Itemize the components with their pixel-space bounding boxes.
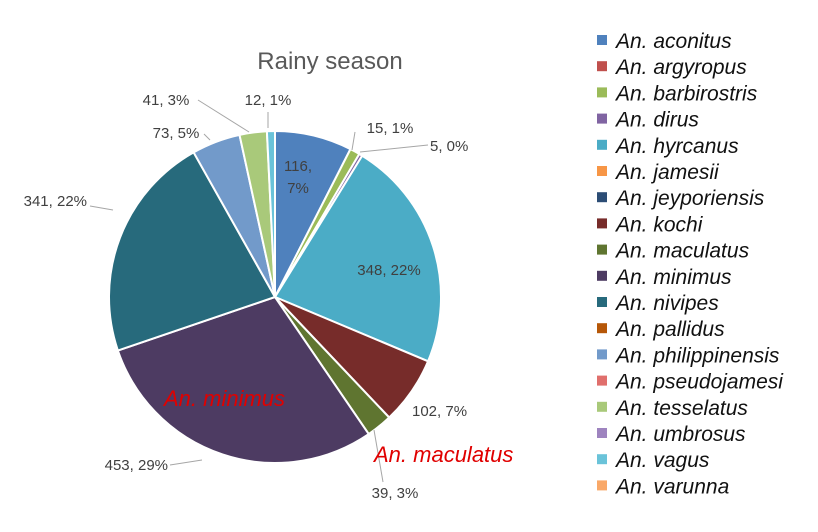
slice-an-vagus [265,129,276,298]
legend-label-an-argyropus: An. argyropus [614,56,747,79]
annotation-an-maculatus: An. maculatus [372,442,513,467]
legend-label-an-tesselatus: An. tesselatus [614,397,748,420]
data-label-an-maculatus: 39, 3% [372,485,419,502]
legend-label-an-nivipes: An. nivipes [614,292,719,315]
data-label-an-aconitus-value: 116, [284,158,312,175]
leader-line-an-dirus [359,144,429,153]
leader-line-an-minimus [169,459,203,466]
data-label-an-hyrcanus: 348, 22% [357,262,420,279]
leader-line-an-barbirostris [351,131,356,151]
data-label-an-barbirostris: 15, 1% [367,120,414,137]
leader-line-an-maculatus [373,429,384,483]
legend-label-an-pallidus: An. pallidus [614,318,725,341]
pie-slices [108,129,442,464]
legend-swatch-an-aconitus [597,35,607,45]
legend-label-an-maculatus: An. maculatus [614,240,750,263]
slice-an-hyrcanus [273,154,442,363]
leader-line-an-nivipes [89,205,114,211]
annotation-an-minimus: An. minimus [162,386,285,411]
chart-title: Rainy season [257,48,402,75]
legend-label-an-minimus: An. minimus [614,266,732,289]
legend-swatch-an-pseudojamesi [597,375,607,386]
leader-line-an-philippinensis [203,133,211,141]
data-label-an-philippinensis: 73, 5% [153,125,200,142]
legend-swatch-an-barbirostris [597,87,607,98]
legend-label-an-vagus: An. vagus [614,449,710,472]
leader-line-an-tesselatus [197,99,250,133]
slice-an-minimus [116,295,371,464]
legend-swatch-an-hyrcanus [597,139,607,150]
legend-swatch-an-umbrosus [597,428,607,438]
legend-swatch-an-dirus [597,113,607,124]
legend-swatch-an-tesselatus [597,401,607,412]
legend-swatch-an-maculatus [597,244,607,255]
legend-swatch-an-varunna [597,480,607,491]
legend-label-an-jeyporiensis: An. jeyporiensis [614,187,765,210]
legend-swatch-an-nivipes [597,297,607,307]
data-labels: 116, 7% 15, 1% 5, 0% 348, 22% 102, 7% 39, 3% 45… [24,92,469,502]
legend-label-an-kochi: An. kochi [614,213,704,236]
legend-label-an-varunna: An. varunna [614,475,729,498]
legend-swatch-an-vagus [597,454,607,465]
slice-an-nivipes [108,150,277,352]
legend-label-an-hyrcanus: An. hyrcanus [614,135,739,158]
legend-label-an-barbirostris: An. barbirostris [614,82,758,105]
legend-swatch-an-minimus [597,270,607,281]
legend-swatch-an-jeyporiensis [597,192,607,203]
data-label-an-vagus: 12, 1% [245,92,292,109]
legend-swatch-an-pallidus [597,323,607,334]
legend-label-an-pseudojamesi: An. pseudojamesi [614,371,784,394]
data-label-an-minimus: 453, 29% [105,457,168,474]
legend-label-an-umbrosus: An. umbrosus [614,423,746,446]
leader-lines [89,99,429,483]
data-label-an-nivipes: 341, 22% [24,193,87,210]
legend-swatch-an-kochi [597,218,607,229]
data-label-an-kochi: 102, 7% [412,403,467,420]
legend-label-an-philippinensis: An. philippinensis [614,344,780,367]
legend-label-an-aconitus: An. aconitus [614,30,732,53]
data-label-an-aconitus-pct: 7% [287,180,309,197]
legend-label-an-jamesii: An. jamesii [614,161,720,184]
legend: An. aconitus An. argyropus An. barbirostri… [597,30,784,498]
legend-swatch-an-argyropus [597,61,607,72]
legend-swatch-an-philippinensis [597,349,607,360]
data-label-an-tesselatus: 41, 3% [143,92,190,109]
data-label-an-dirus: 5, 0% [430,138,468,155]
legend-swatch-an-jamesii [597,166,607,176]
legend-label-an-dirus: An. dirus [614,109,699,132]
